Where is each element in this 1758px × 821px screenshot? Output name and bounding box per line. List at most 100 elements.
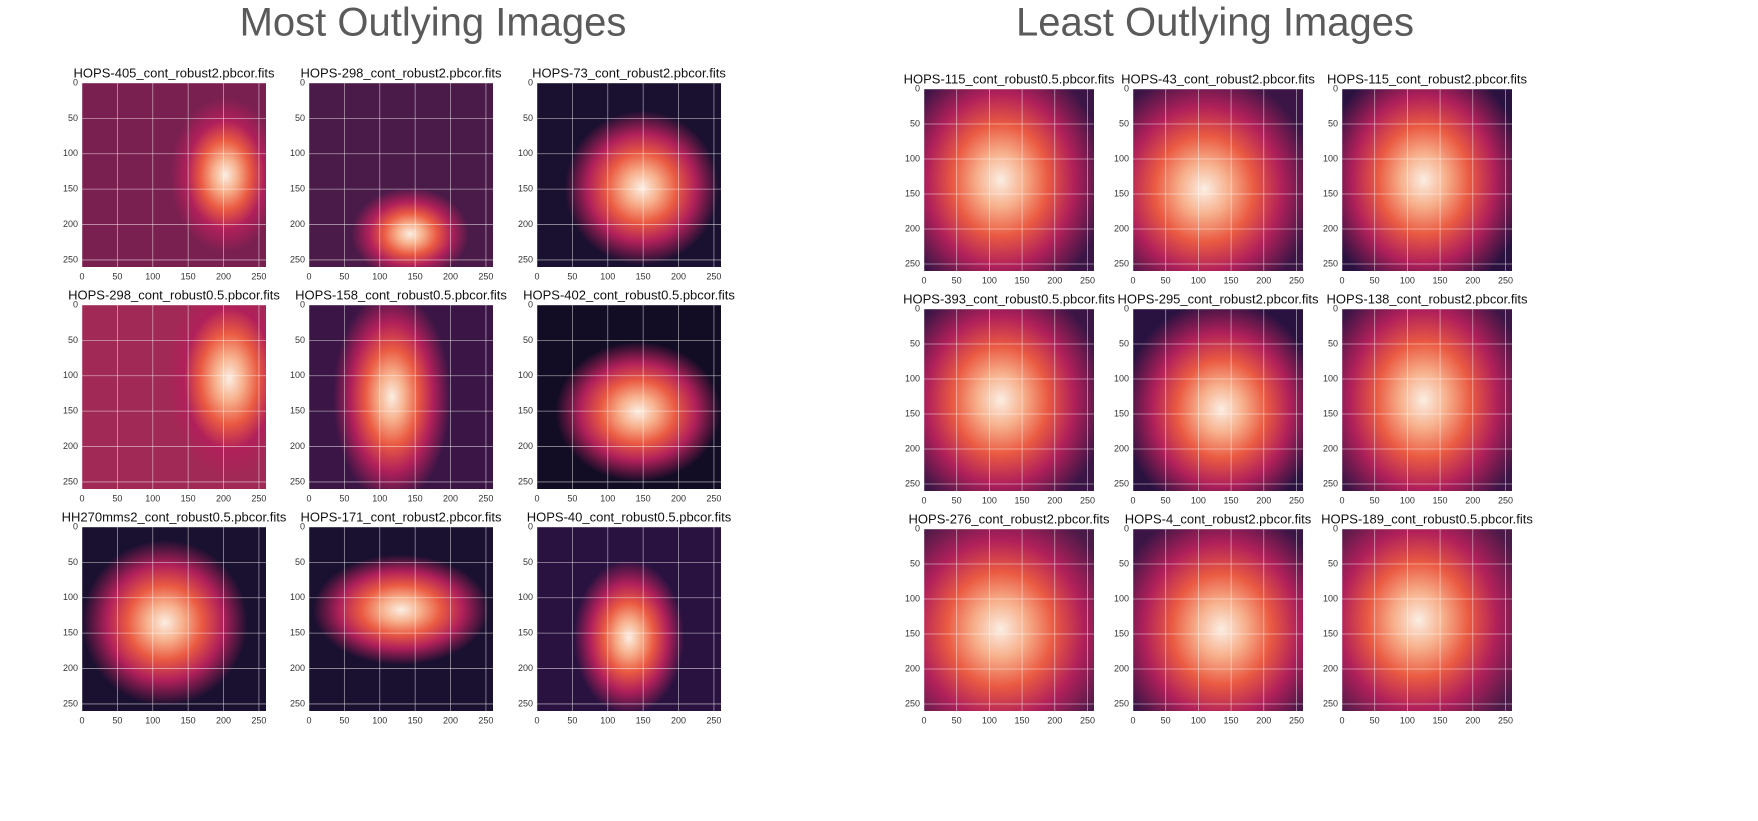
y-tick-label: 150 [518, 184, 533, 194]
y-tick-label: 150 [1114, 188, 1129, 198]
y-tick-label: 100 [518, 148, 533, 158]
y-tick-label: 100 [1114, 153, 1129, 163]
x-tick-label: 250 [1289, 275, 1304, 285]
y-tick-label: 0 [915, 523, 920, 533]
y-tick-label: 50 [1328, 558, 1338, 568]
y-tick-label: 0 [1333, 523, 1338, 533]
y-tick-label: 250 [518, 698, 533, 708]
image [537, 527, 721, 711]
x-tick-label: 200 [1465, 715, 1480, 725]
y-tick-label: 50 [523, 335, 533, 345]
x-tick-label: 150 [408, 715, 423, 725]
y-tick-label: 250 [290, 698, 305, 708]
y-tick-label: 0 [1124, 303, 1129, 313]
x-tick-label: 0 [1130, 715, 1135, 725]
y-tick-label: 250 [63, 476, 78, 486]
y-tick-label: 100 [905, 373, 920, 383]
image-blob [332, 305, 451, 489]
x-tick-label: 0 [1339, 715, 1344, 725]
image-blob [573, 560, 685, 711]
x-tick-label: 100 [145, 715, 160, 725]
image [1342, 309, 1512, 491]
x-tick-label: 250 [1289, 495, 1304, 505]
x-tick-label: 250 [1080, 495, 1095, 505]
x-tick-label: 100 [1191, 715, 1206, 725]
y-tick-label: 100 [290, 592, 305, 602]
y-tick-label: 50 [1328, 338, 1338, 348]
x-tick-label: 50 [1370, 275, 1380, 285]
image-title: HOPS-4_cont_robust2.pbcor.fits [1125, 511, 1312, 526]
y-tick-label: 250 [1323, 478, 1338, 488]
x-tick-label: 50 [1161, 495, 1171, 505]
x-tick-label: 100 [600, 271, 615, 281]
image [309, 527, 493, 711]
image-title: HOPS-115_cont_robust2.pbcor.fits [1327, 71, 1527, 86]
x-tick-label: 250 [1080, 275, 1095, 285]
x-tick-label: 50 [339, 271, 349, 281]
x-tick-label: 150 [1224, 275, 1239, 285]
image-title: HOPS-276_cont_robust2.pbcor.fits [909, 511, 1110, 526]
y-tick-label: 250 [905, 478, 920, 488]
y-tick-label: 200 [905, 223, 920, 233]
image [1133, 309, 1303, 491]
x-tick-label: 150 [1015, 495, 1030, 505]
x-tick-label: 200 [1256, 715, 1271, 725]
y-tick-label: 100 [290, 370, 305, 380]
y-tick-label: 200 [1114, 663, 1129, 673]
x-tick-label: 150 [181, 715, 196, 725]
y-tick-label: 250 [1323, 698, 1338, 708]
image [1342, 529, 1512, 711]
y-tick-label: 150 [63, 628, 78, 638]
y-tick-label: 150 [1323, 408, 1338, 418]
x-tick-label: 50 [952, 495, 962, 505]
y-tick-label: 250 [290, 476, 305, 486]
image-blob [564, 110, 720, 266]
image-title: HOPS-73_cont_robust2.pbcor.fits [532, 65, 726, 80]
x-tick-label: 150 [1433, 275, 1448, 285]
x-tick-label: 200 [1465, 275, 1480, 285]
y-tick-label: 0 [528, 77, 533, 87]
x-tick-label: 150 [1015, 275, 1030, 285]
image-blob [924, 89, 1094, 271]
x-tick-label: 0 [306, 493, 311, 503]
x-tick-label: 50 [339, 493, 349, 503]
y-tick-label: 50 [1328, 118, 1338, 128]
image-title: HOPS-405_cont_robust2.pbcor.fits [74, 65, 275, 80]
y-tick-label: 0 [73, 299, 78, 309]
y-tick-label: 200 [1114, 443, 1129, 453]
image [82, 83, 266, 267]
image-title: HOPS-43_cont_robust2.pbcor.fits [1121, 71, 1315, 86]
x-tick-label: 150 [1015, 715, 1030, 725]
x-tick-label: 100 [1191, 275, 1206, 285]
y-tick-label: 200 [63, 663, 78, 673]
y-tick-label: 50 [1119, 558, 1129, 568]
image [924, 309, 1094, 491]
x-tick-label: 200 [443, 493, 458, 503]
image-title: HOPS-298_cont_robust2.pbcor.fits [301, 65, 502, 80]
y-tick-label: 100 [905, 593, 920, 603]
x-tick-label: 250 [251, 715, 266, 725]
image-blob [1342, 529, 1512, 711]
x-tick-label: 150 [181, 271, 196, 281]
x-tick-label: 0 [921, 495, 926, 505]
x-tick-label: 100 [982, 715, 997, 725]
image-title: HOPS-189_cont_robust0.5.pbcor.fits [1321, 511, 1533, 526]
x-tick-label: 0 [306, 715, 311, 725]
x-tick-label: 0 [1339, 275, 1344, 285]
x-tick-label: 50 [1370, 495, 1380, 505]
image-title: HOPS-402_cont_robust0.5.pbcor.fits [523, 287, 735, 302]
y-tick-label: 200 [905, 443, 920, 453]
x-tick-label: 0 [1339, 495, 1344, 505]
y-tick-label: 100 [1323, 373, 1338, 383]
y-tick-label: 150 [1114, 408, 1129, 418]
y-tick-label: 0 [1124, 523, 1129, 533]
x-tick-label: 150 [1433, 715, 1448, 725]
y-tick-label: 50 [1119, 118, 1129, 128]
y-tick-label: 150 [1114, 628, 1129, 638]
x-tick-label: 50 [1370, 715, 1380, 725]
x-tick-label: 150 [636, 493, 651, 503]
y-tick-label: 250 [290, 254, 305, 264]
y-tick-label: 150 [905, 188, 920, 198]
y-tick-label: 200 [518, 441, 533, 451]
